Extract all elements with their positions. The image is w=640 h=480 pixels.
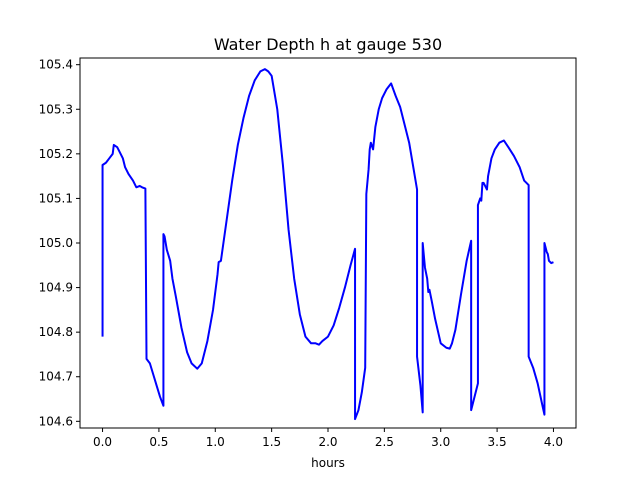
x-tick-label: 2.5 xyxy=(375,435,394,449)
y-tick-label: 104.6 xyxy=(39,414,73,428)
x-axis-label: hours xyxy=(311,456,345,470)
x-tick-label: 3.0 xyxy=(431,435,450,449)
y-tick-label: 105.0 xyxy=(39,236,73,250)
x-tick-label: 4.0 xyxy=(544,435,563,449)
x-tick-label: 3.5 xyxy=(488,435,507,449)
x-tick-label: 0.0 xyxy=(93,435,112,449)
x-tick-label: 0.5 xyxy=(149,435,168,449)
x-tick-label: 2.0 xyxy=(318,435,337,449)
x-tick-label: 1.5 xyxy=(262,435,281,449)
y-tick-label: 105.1 xyxy=(39,191,73,205)
y-tick-label: 105.3 xyxy=(39,102,73,116)
y-tick-label: 104.8 xyxy=(39,325,73,339)
y-tick-label: 104.7 xyxy=(39,370,73,384)
axis-ticks: 0.0 0.5 1.0 1.5 2.0 2.5 3.0 3.5 4.0 104.6 104.7 104… xyxy=(39,58,563,449)
y-tick-label: 105.4 xyxy=(39,58,73,72)
y-tick-label: 105.2 xyxy=(39,147,73,161)
series-line xyxy=(101,68,554,421)
chart-title: Water Depth h at gauge 530 xyxy=(214,35,442,54)
x-tick-label: 1.0 xyxy=(206,435,225,449)
y-tick-label: 104.9 xyxy=(39,281,73,295)
plot-frame xyxy=(79,57,577,429)
